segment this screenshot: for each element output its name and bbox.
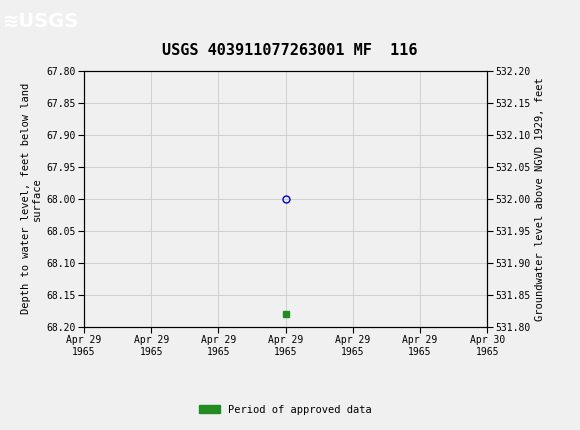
Y-axis label: Depth to water level, feet below land
surface: Depth to water level, feet below land su… (21, 83, 42, 314)
Text: USGS 403911077263001 MF  116: USGS 403911077263001 MF 116 (162, 43, 418, 58)
Text: ≋USGS: ≋USGS (3, 12, 79, 31)
Y-axis label: Groundwater level above NGVD 1929, feet: Groundwater level above NGVD 1929, feet (535, 77, 545, 321)
Legend: Period of approved data: Period of approved data (195, 400, 376, 419)
